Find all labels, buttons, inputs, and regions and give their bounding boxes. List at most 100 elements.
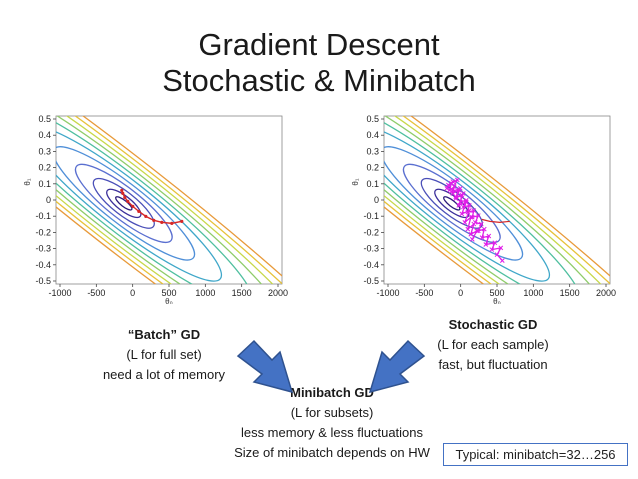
- batch-gd-contour-plot: -1000 -500 0 500 1000 1500 2000 0.5 0.4 0.3 0.2 0.1…: [23, 114, 288, 304]
- contour-line: [384, 124, 551, 282]
- stochastic-gd-line2: fast, but fluctuation: [438, 357, 548, 372]
- stochastic-step-marker: [494, 252, 500, 258]
- stochastic-step-marker: [483, 242, 489, 247]
- y-tick-label: -0.3: [363, 244, 379, 254]
- batch-step-marker: [160, 220, 164, 224]
- batch-step-marker: [170, 221, 174, 225]
- contour-line: [402, 163, 501, 243]
- stochastic-gd-heading: Stochastic GD: [448, 317, 538, 332]
- contour-line: [106, 188, 142, 219]
- x-tick-label: 2000: [268, 288, 288, 298]
- stochastic-step-marker: [489, 247, 495, 252]
- contour-line: [384, 146, 524, 261]
- stochastic-step-marker: [498, 245, 504, 251]
- x-tick-label: -1000: [48, 288, 71, 298]
- contour-line: [384, 116, 610, 284]
- contour-line: [56, 116, 282, 284]
- x-tick-label: 500: [161, 288, 176, 298]
- batch-step-marker: [121, 191, 125, 195]
- batch-step-marker: [120, 188, 124, 192]
- y-tick-label: -0.1: [363, 211, 379, 221]
- arrow-batch-to-minibatch: [236, 339, 294, 394]
- stochastic-step-marker: [454, 177, 460, 183]
- plot-frame: [383, 115, 611, 285]
- y-tick-label: 0.3: [366, 146, 379, 156]
- stochastic-step-marker: [475, 228, 481, 234]
- batch-step-marker: [180, 219, 184, 223]
- stochastic-step-marker: [444, 186, 450, 191]
- stochastic-step-marker: [479, 235, 485, 241]
- stochastic-step-marker: [453, 196, 459, 201]
- arrow-left-shape: [236, 339, 294, 394]
- contour-line: [56, 116, 282, 284]
- stochastic-step-marker: [478, 221, 484, 227]
- minibatch-gd-line3: Size of minibatch depends on HW: [234, 445, 430, 460]
- stochastic-gd-contour-plot: -1000 -500 0 500 1000 1500 2000 0.5 0.4 0.3 0.2 0.1…: [351, 114, 616, 304]
- y-tick-label: 0.1: [38, 179, 51, 189]
- contour-line: [56, 116, 282, 284]
- stochastic-step-marker: [471, 221, 477, 227]
- contour-line: [56, 116, 282, 284]
- stochastic-step-marker: [460, 191, 466, 196]
- y-tick-label: 0.2: [38, 163, 51, 173]
- plot-frame: [55, 115, 283, 285]
- y-tick-label: 0.1: [366, 179, 379, 189]
- x-tick-label: 500: [489, 288, 504, 298]
- batch-step-marker: [123, 195, 127, 199]
- slide-title-line2: Stochastic & Minibatch: [162, 63, 476, 98]
- batch-step-marker: [131, 204, 135, 208]
- x-tick-label: 1000: [195, 288, 215, 298]
- contour-line: [92, 177, 155, 229]
- y-tick-label: -0.5: [35, 276, 51, 286]
- stochastic-step-marker: [456, 203, 462, 208]
- contour-line: [384, 116, 610, 284]
- stochastic-step-marker: [471, 208, 477, 213]
- contour-line: [115, 196, 133, 211]
- stochastic-step-marker: [448, 189, 454, 195]
- batch-step-marker: [126, 199, 130, 203]
- y-tick-label: -0.4: [363, 260, 379, 270]
- y-tick-label: -0.2: [363, 227, 379, 237]
- arrow-stochastic-to-minibatch: [368, 339, 426, 394]
- stochastic-step-marker: [486, 233, 492, 239]
- stochastic-step-marker: [468, 214, 474, 220]
- contour-line: [420, 177, 483, 229]
- stochastic-step-marker: [469, 237, 475, 242]
- stochastic-step-marker: [499, 258, 505, 263]
- x-tick-label: -500: [415, 288, 433, 298]
- stochastic-step-marker: [492, 240, 498, 246]
- x-axis-label: θ₀: [493, 297, 501, 304]
- y-tick-label: -0.4: [35, 260, 51, 270]
- contour-line: [384, 116, 610, 284]
- contour-line: [56, 116, 254, 284]
- stochastic-step-marker: [457, 186, 463, 191]
- y-tick-label: 0.5: [38, 114, 51, 124]
- stochastic-step-marker: [465, 226, 471, 232]
- batch-gd-line1: (L for full set): [126, 347, 202, 362]
- batch-gd-caption: “Batch” GD (L for full set) need a lot o…: [84, 325, 244, 385]
- reference-path: [481, 218, 510, 223]
- typical-minibatch-box: Typical: minibatch=32…256: [443, 443, 628, 466]
- x-tick-label: -500: [87, 288, 105, 298]
- x-tick-label: 2000: [596, 288, 616, 298]
- stochastic-step-marker: [460, 204, 466, 210]
- stochastic-step-marker: [468, 231, 474, 237]
- stochastic-step-marker: [475, 213, 481, 218]
- y-tick-label: -0.1: [35, 211, 51, 221]
- minibatch-gd-line1: (L for subsets): [290, 405, 374, 420]
- batch-gd-line2: need a lot of memory: [102, 367, 226, 382]
- y-tick-label: 0.4: [366, 130, 379, 140]
- stochastic-step-marker: [463, 199, 469, 205]
- y-tick-label: 0.3: [38, 146, 51, 156]
- batch-step-marker: [144, 214, 148, 218]
- x-axis-label: θ₀: [165, 297, 173, 304]
- stochastic-gd-caption: Stochastic GD (L for each sample) fast, …: [418, 315, 568, 375]
- minibatch-gd-line2: less memory & less fluctuations: [240, 425, 424, 440]
- contour-line: [56, 124, 223, 282]
- x-tick-label: 1500: [232, 288, 252, 298]
- stochastic-gd-line1: (L for each sample): [437, 337, 549, 352]
- y-axis-label: θ₁: [351, 178, 360, 185]
- stochastic-step-marker: [469, 214, 475, 220]
- y-tick-label: 0.4: [38, 130, 51, 140]
- arrow-right-shape: [368, 339, 426, 394]
